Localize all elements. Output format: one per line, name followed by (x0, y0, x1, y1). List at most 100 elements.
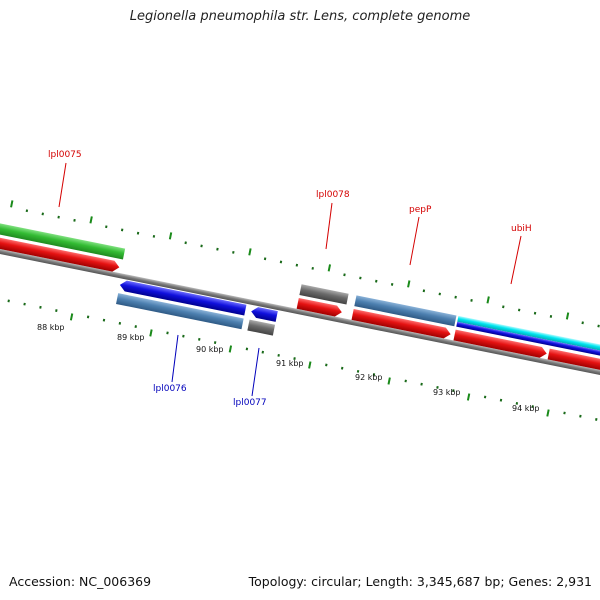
minor-tick (515, 401, 519, 405)
scale-ticks-upper (10, 200, 600, 328)
minor-tick (390, 282, 394, 286)
scale-label: 94 kbp (512, 404, 540, 413)
scale-label: 92 kbp (355, 373, 383, 382)
cds-arrow-red (0, 232, 120, 272)
cds-arrow-red (296, 297, 342, 317)
label-leader-line (58, 162, 67, 208)
minor-tick (293, 357, 296, 360)
minor-tick (311, 266, 314, 270)
gene-label-lpl0075: lpl0075 (48, 150, 82, 160)
minor-tick (325, 363, 328, 367)
gene-feature-cyan (457, 315, 600, 357)
scale-label: 93 kbp (433, 388, 461, 397)
major-tick (407, 280, 411, 288)
minor-tick (86, 315, 90, 319)
gene-label-lpl0076: lpl0076 (153, 384, 187, 394)
minor-tick (470, 298, 473, 302)
gene-label-lpl0077: lpl0077 (233, 398, 267, 408)
label-leader-line (251, 347, 260, 397)
minor-tick (404, 379, 407, 383)
gene-label-lpl0078: lpl0078 (316, 190, 350, 200)
minor-tick (531, 405, 534, 409)
reverse-arrow-blue (119, 280, 247, 316)
minor-tick (105, 225, 108, 229)
minor-tick (595, 417, 598, 421)
minor-tick (25, 209, 29, 213)
minor-tick (436, 385, 439, 389)
minor-tick (438, 292, 442, 296)
minor-tick (356, 369, 360, 373)
map-title: Legionella pneumophila str. Lens, comple… (129, 9, 471, 24)
reverse-arrow-blue (251, 307, 278, 322)
minor-tick (184, 241, 187, 245)
major-tick (546, 409, 550, 417)
major-tick (248, 248, 252, 256)
scale-label: 91 kbp (276, 359, 304, 368)
minor-tick (579, 414, 582, 418)
scale-ticks-lower (7, 299, 598, 421)
genome-backbone (0, 245, 600, 381)
major-tick (89, 216, 93, 224)
minor-tick (375, 279, 378, 283)
label-leader-line (325, 202, 333, 250)
minor-tick (120, 228, 124, 232)
major-tick (387, 377, 391, 385)
major-tick (228, 345, 233, 353)
gene-feature-gray (299, 284, 349, 305)
minor-tick (359, 276, 362, 280)
minor-tick (57, 215, 60, 219)
minor-tick (166, 331, 169, 335)
minor-tick (39, 305, 42, 309)
gene-feature-gray (247, 319, 276, 336)
gene-feature-steel (354, 295, 457, 327)
gene-feature-green (0, 218, 126, 260)
gene-label-ubiH: ubiH (511, 224, 532, 234)
minor-tick (343, 273, 346, 277)
minor-tick (499, 398, 503, 402)
label-leader-line (510, 235, 522, 285)
topology-text: Topology: circular; Length: 3,345,687 bp… (248, 574, 592, 589)
scale-label: 88 kbp (37, 323, 65, 332)
minor-tick (372, 373, 376, 377)
minor-tick (563, 411, 566, 415)
gene-feature-blue (456, 321, 600, 362)
gene-label-pepP: pepP (409, 205, 432, 215)
scale-label: 89 kbp (117, 333, 145, 342)
minor-tick (136, 231, 140, 235)
major-tick (149, 329, 153, 337)
minor-tick (102, 318, 106, 322)
minor-tick (198, 337, 201, 341)
minor-tick (118, 321, 122, 325)
label-leader-line (409, 216, 420, 266)
minor-tick (517, 308, 521, 312)
minor-tick (533, 311, 537, 315)
major-tick (10, 200, 14, 208)
major-tick (565, 312, 570, 320)
minor-tick (134, 325, 137, 328)
minor-tick (73, 218, 76, 222)
minor-tick (263, 257, 267, 261)
accession-text: Accession: NC_006369 (9, 574, 152, 589)
minor-tick (213, 341, 217, 344)
minor-tick (55, 309, 58, 312)
minor-tick (502, 305, 505, 309)
minor-tick (182, 334, 185, 338)
minor-tick (340, 366, 344, 370)
major-tick (486, 296, 490, 304)
cds-arrow-red (351, 309, 451, 339)
minor-tick (420, 382, 423, 386)
minor-tick (7, 299, 10, 303)
minor-tick (261, 350, 265, 354)
minor-tick (295, 263, 299, 267)
scale-label: 90 kbp (196, 345, 224, 354)
minor-tick (597, 324, 600, 328)
minor-tick (422, 289, 426, 293)
major-tick (308, 361, 312, 369)
minor-tick (454, 295, 457, 299)
cds-arrow-red (453, 329, 547, 358)
minor-tick (232, 250, 235, 254)
cds-arrow-red (547, 348, 600, 376)
minor-tick (152, 234, 156, 238)
